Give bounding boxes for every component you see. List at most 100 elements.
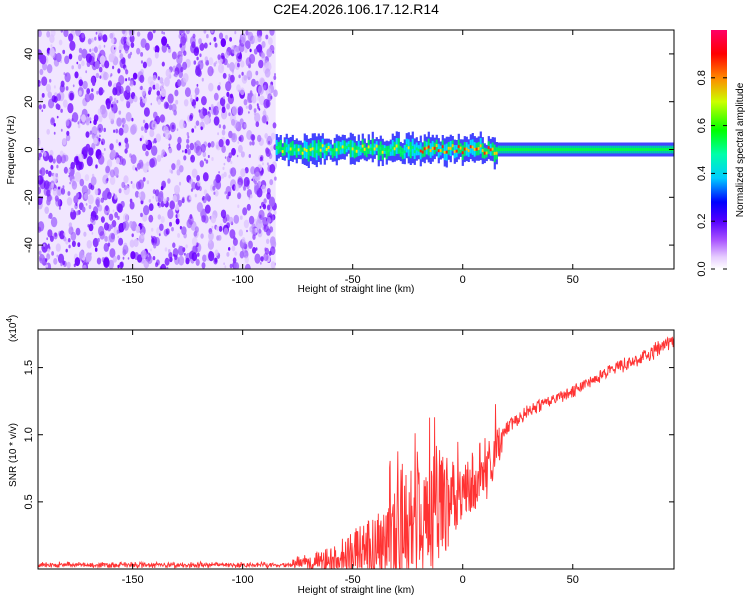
signal-band-core [281, 150, 284, 154]
noise-speckle [243, 123, 247, 128]
noise-speckle [98, 66, 103, 73]
signal-band-core [441, 145, 444, 149]
spectrogram-x-ticks: -150 -100 -50 0 50 [122, 30, 579, 286]
noise-speckle [103, 71, 109, 81]
noise-speckle [189, 142, 195, 151]
noise-speckle [98, 44, 102, 50]
noise-speckle [267, 216, 271, 224]
noise-speckle [274, 73, 276, 77]
noise-speckle [40, 54, 47, 65]
signal-band-core [575, 148, 578, 151]
signal-band-core [443, 150, 446, 154]
noise-speckle [140, 232, 145, 240]
noise-speckle [178, 181, 182, 186]
noise-speckle [96, 62, 99, 66]
noise-speckle [240, 151, 245, 158]
noise-speckle [38, 152, 42, 158]
noise-speckle [40, 147, 44, 153]
noise-speckle [237, 106, 244, 116]
noise-speckle [266, 204, 271, 211]
noise-speckle [270, 261, 276, 269]
signal-band-core [563, 148, 566, 151]
noise-speckle [217, 85, 221, 91]
signal-band-core [567, 148, 570, 151]
noise-speckle [255, 121, 260, 128]
signal-band-core [397, 144, 400, 148]
noise-speckle [268, 37, 273, 46]
noise-speckle [257, 35, 262, 43]
signal-band-core [577, 148, 580, 151]
signal-band-core [363, 147, 366, 151]
noise-speckle [160, 88, 167, 97]
noise-speckle [158, 203, 162, 208]
noise-speckle [104, 60, 110, 69]
noise-speckle [172, 194, 177, 203]
signal-band-core [499, 148, 502, 151]
noise-speckle [147, 76, 153, 85]
signal-band-core [507, 148, 510, 151]
noise-speckle [68, 53, 73, 60]
noise-speckle [140, 60, 144, 64]
noise-speckle [263, 108, 266, 112]
signal-band-core [355, 149, 358, 153]
noise-speckle [124, 47, 129, 54]
noise-speckle [78, 54, 83, 62]
signal-band-core [487, 146, 490, 150]
noise-speckle [215, 174, 221, 184]
noise-speckle [95, 72, 100, 79]
noise-speckle [88, 182, 93, 190]
noise-speckle [106, 212, 109, 216]
signal-band-core [661, 148, 664, 151]
noise-speckle [243, 186, 246, 191]
noise-speckle [39, 169, 43, 175]
noise-speckle [248, 154, 251, 158]
signal-band-core [353, 149, 356, 152]
signal-band-core [311, 147, 314, 151]
signal-band-core [549, 148, 552, 151]
noise-speckle [146, 180, 150, 185]
noise-speckle [163, 31, 166, 35]
noise-speckle [194, 87, 200, 96]
noise-speckle [182, 61, 188, 70]
noise-speckle [256, 103, 259, 107]
noise-speckle [238, 229, 243, 237]
signal-band-core [521, 148, 524, 151]
signal-band-core [447, 146, 450, 150]
signal-band-core [643, 148, 646, 151]
noise-speckle [58, 39, 63, 46]
noise-speckle [87, 194, 94, 205]
noise-speckle [38, 253, 45, 264]
noise-speckle [115, 128, 119, 134]
noise-speckle [125, 112, 132, 122]
noise-speckle [110, 224, 114, 229]
noise-speckle [169, 200, 175, 210]
snr-frame [37, 329, 675, 570]
noise-speckle [66, 261, 71, 269]
signal-band-core [343, 145, 346, 149]
noise-speckle [236, 154, 239, 158]
noise-speckle [213, 105, 219, 116]
noise-speckle [55, 52, 62, 63]
snr-line [38, 336, 674, 569]
signal-band-core [535, 148, 538, 151]
noise-speckle [115, 81, 122, 91]
signal-band-core [617, 148, 620, 151]
signal-band-core [501, 148, 504, 151]
noise-speckle [218, 124, 222, 129]
noise-speckle [130, 251, 136, 260]
noise-speckle [143, 205, 150, 216]
signal-band-core [533, 148, 536, 151]
noise-speckle [89, 48, 92, 53]
signal-band-core [399, 150, 402, 153]
noise-speckle [140, 212, 143, 218]
noise-speckle [60, 262, 63, 267]
noise-speckle [151, 145, 158, 156]
noise-speckle [264, 133, 269, 139]
noise-speckle [263, 198, 267, 204]
signal-band-core [547, 148, 550, 151]
noise-speckle [123, 242, 128, 250]
noise-speckle [198, 186, 202, 192]
noise-speckle [237, 62, 240, 68]
noise-speckle [142, 61, 147, 69]
noise-speckle [132, 72, 138, 80]
